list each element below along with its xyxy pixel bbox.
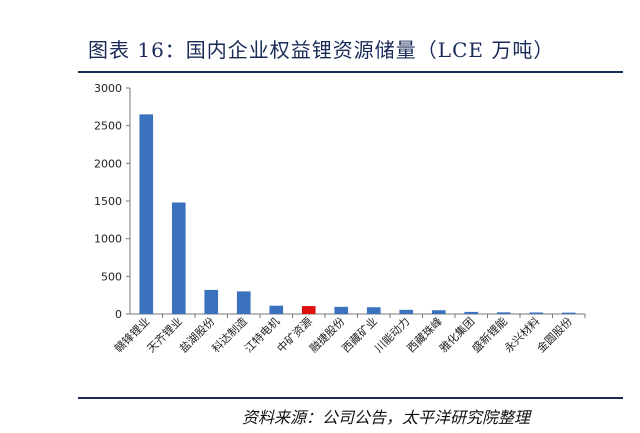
x-category-label: 金圆股份 [534,314,575,355]
bottom-rule [78,397,623,399]
bar [171,202,186,314]
bar-chart: 050010001500200025003000赣锋锂业天齐锂业盐湖股份科达制造… [94,82,586,355]
bar [301,306,316,314]
y-tick-label: 1000 [94,233,122,246]
bar [366,307,381,314]
bar [139,114,154,314]
bar [529,312,544,314]
y-tick-label: 0 [115,308,122,321]
title-area: 图表 16：国内企业权益锂资源储量（LCE 万吨） [78,32,623,70]
y-tick-label: 3000 [94,82,122,95]
bar [204,289,219,314]
bar [399,309,414,314]
bar [334,306,349,314]
y-tick-label: 500 [101,270,122,283]
bar [464,311,479,314]
bar [269,305,284,314]
source-note: 资料来源：公司公告，太平洋研究院整理 [242,408,531,427]
bar [561,312,576,314]
bar [236,291,251,314]
y-tick-label: 2000 [94,157,122,170]
top-rule [78,71,623,73]
y-tick-label: 2500 [94,120,122,133]
bar [496,312,511,314]
bar [431,310,446,314]
y-tick-label: 1500 [94,195,122,208]
chart-title: 图表 16：国内企业权益锂资源储量（LCE 万吨） [88,38,555,62]
